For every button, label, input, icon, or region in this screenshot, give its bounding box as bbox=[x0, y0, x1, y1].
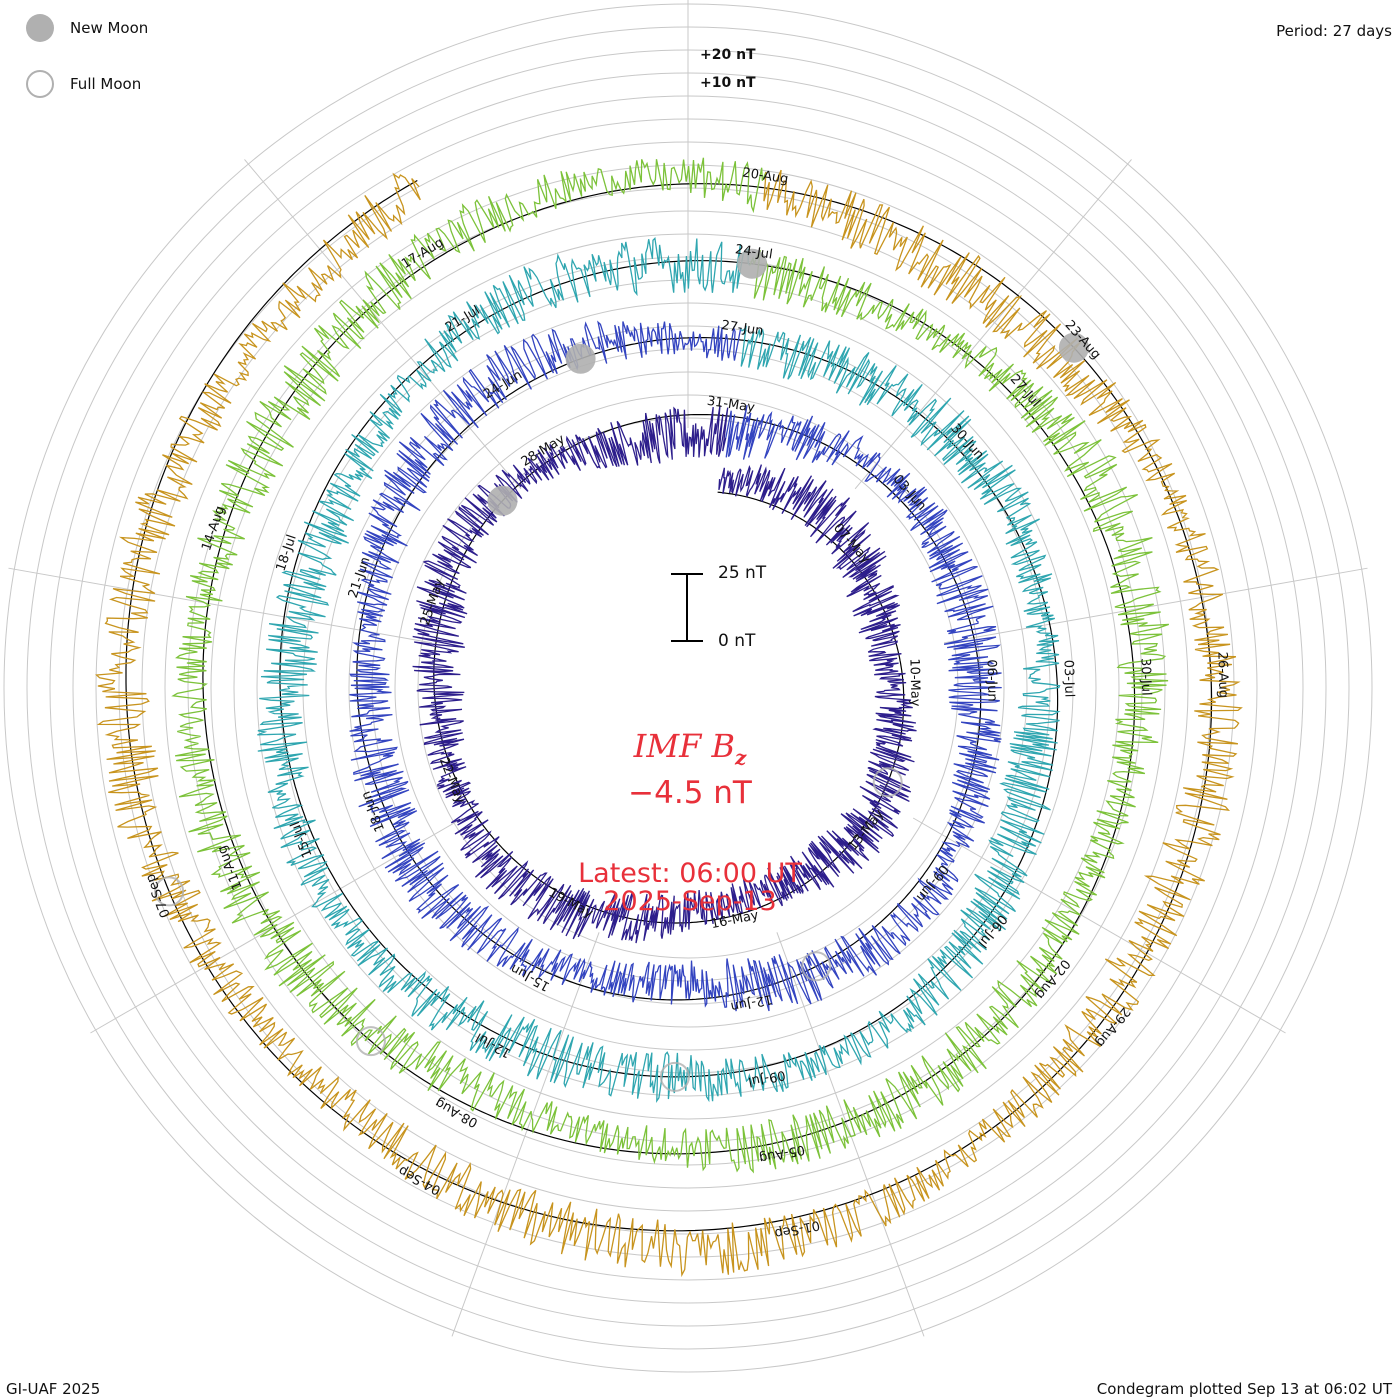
date-label-31-may: 31-May bbox=[706, 394, 756, 416]
date-label-20-aug: 20-Aug bbox=[741, 165, 789, 187]
date-label-18-jul: 18-Jul bbox=[274, 533, 300, 573]
date-label-09-jul: 09-Jul bbox=[747, 1067, 787, 1089]
date-label-21-jun: 21-Jun bbox=[346, 555, 374, 600]
date-label-06-jul: 06-Jul bbox=[975, 911, 1010, 950]
footer-plotted: Condegram plotted Sep 13 at 06:02 UT bbox=[1096, 1380, 1392, 1398]
full-moon-marker-2025-06-11 bbox=[801, 951, 832, 982]
scale-bar-bottom-label: 0 nT bbox=[718, 631, 756, 651]
period-label: Period: 27 days bbox=[1276, 22, 1392, 40]
bz-trace-segment-4 bbox=[95, 169, 1243, 1278]
date-label-14-aug: 14-Aug bbox=[199, 504, 228, 553]
date-label-17-aug: 17-Aug bbox=[399, 235, 446, 272]
grid-spoke bbox=[943, 567, 1368, 644]
current-value: −4.5 nT bbox=[628, 775, 752, 811]
bz-trace-segment-1 bbox=[349, 320, 1002, 1012]
bz-trace-segment-2 bbox=[257, 237, 1061, 1104]
grid-spoke bbox=[912, 817, 1286, 1034]
quantity-title: IMF Bz bbox=[490, 727, 890, 769]
ring-scale-plus10: +10 nT bbox=[700, 75, 756, 91]
grid-spoke bbox=[244, 159, 522, 490]
date-label-03-jul: 03-Jul bbox=[1061, 660, 1077, 698]
grid-spoke bbox=[776, 932, 925, 1337]
latest-time: Latest: 06:00 UT bbox=[578, 858, 802, 889]
ring-scale-plus20: +20 nT bbox=[700, 47, 756, 63]
quantity-main: IMF B bbox=[633, 727, 735, 765]
quantity-subscript: z bbox=[734, 745, 747, 770]
full-moon-marker-2025-07-10 bbox=[659, 1061, 690, 1092]
footer-credit: GI-UAF 2025 bbox=[6, 1380, 101, 1398]
full-moon-icon bbox=[26, 70, 54, 98]
grid-spoke bbox=[451, 932, 600, 1337]
new-moon-marker-2025-06-25 bbox=[565, 343, 596, 374]
date-label-30-jul: 30-Jul bbox=[1138, 658, 1154, 696]
legend-new-moon: New Moon bbox=[26, 12, 148, 44]
legend-new-moon-label: New Moon bbox=[70, 19, 149, 37]
full-moon-marker-2025-05-12 bbox=[872, 767, 903, 798]
full-moon-marker-2025-09-07 bbox=[154, 876, 185, 907]
bz-trace-segment-0 bbox=[412, 405, 917, 944]
legend-full-moon: Full Moon bbox=[26, 68, 141, 100]
scale-bar-top-label: 25 nT bbox=[718, 563, 767, 583]
new-moon-marker-2025-05-27 bbox=[487, 485, 518, 516]
bz-trace-segment-3 bbox=[171, 157, 1170, 1174]
date-label-10-may: 10-May bbox=[906, 658, 922, 707]
series-layer bbox=[95, 157, 1243, 1278]
latest-date: 2025-Sep-13 bbox=[603, 886, 777, 917]
new-moon-marker-2025-07-24 bbox=[737, 248, 768, 279]
date-label-12-jul: 12-Jul bbox=[473, 1029, 513, 1060]
moon-layer bbox=[154, 248, 1089, 1092]
date-label-24-jun: 24-Jun bbox=[481, 368, 525, 403]
date-label-27-jun: 27-Jun bbox=[720, 318, 764, 339]
new-moon-marker-2025-08-23 bbox=[1058, 332, 1089, 363]
date-label-06-jun: 06-Jun bbox=[983, 659, 999, 702]
date-label-26-aug: 26-Aug bbox=[1214, 652, 1230, 699]
grid-spoke bbox=[854, 159, 1132, 490]
date-label-15-jul: 15-Jul bbox=[288, 819, 316, 860]
date-label-24-jul: 24-Jul bbox=[734, 242, 773, 262]
scale-bar bbox=[671, 573, 703, 642]
legend-full-moon-label: Full Moon bbox=[70, 75, 142, 93]
new-moon-icon bbox=[26, 14, 54, 42]
full-moon-marker-2025-08-09 bbox=[355, 1026, 386, 1057]
